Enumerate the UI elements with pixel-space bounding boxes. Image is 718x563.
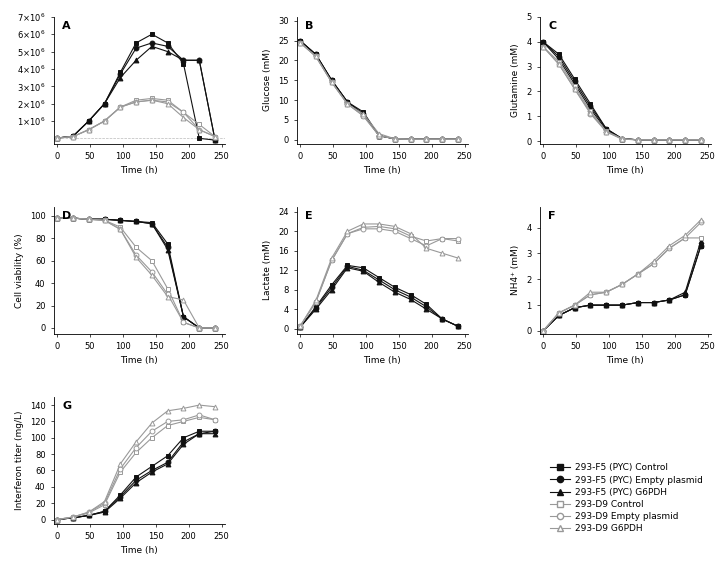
X-axis label: Time (h): Time (h) xyxy=(121,356,158,365)
Text: C: C xyxy=(549,21,556,31)
Legend: 293-F5 (PYC) Control, 293-F5 (PYC) Empty plasmid, 293-F5 (PYC) G6PDH, 293-D9 Con: 293-F5 (PYC) Control, 293-F5 (PYC) Empty… xyxy=(551,463,703,533)
Text: A: A xyxy=(62,21,71,31)
Text: E: E xyxy=(305,211,313,221)
X-axis label: Time (h): Time (h) xyxy=(607,356,644,365)
Text: B: B xyxy=(305,21,314,31)
X-axis label: Time (h): Time (h) xyxy=(363,356,401,365)
X-axis label: Time (h): Time (h) xyxy=(121,547,158,556)
Text: F: F xyxy=(549,211,556,221)
X-axis label: Time (h): Time (h) xyxy=(121,167,158,176)
Text: D: D xyxy=(62,211,72,221)
X-axis label: Time (h): Time (h) xyxy=(607,167,644,176)
Text: G: G xyxy=(62,401,72,411)
Y-axis label: NH4⁺ (mM): NH4⁺ (mM) xyxy=(511,245,521,296)
X-axis label: Time (h): Time (h) xyxy=(363,167,401,176)
Y-axis label: Glutamine (mM): Glutamine (mM) xyxy=(511,43,521,117)
Y-axis label: Glucose (mM): Glucose (mM) xyxy=(264,49,272,111)
Y-axis label: Interferon titer (mg/L): Interferon titer (mg/L) xyxy=(15,410,24,510)
Y-axis label: Lactate (mM): Lactate (mM) xyxy=(264,240,272,301)
Y-axis label: Cell viability (%): Cell viability (%) xyxy=(15,233,24,307)
